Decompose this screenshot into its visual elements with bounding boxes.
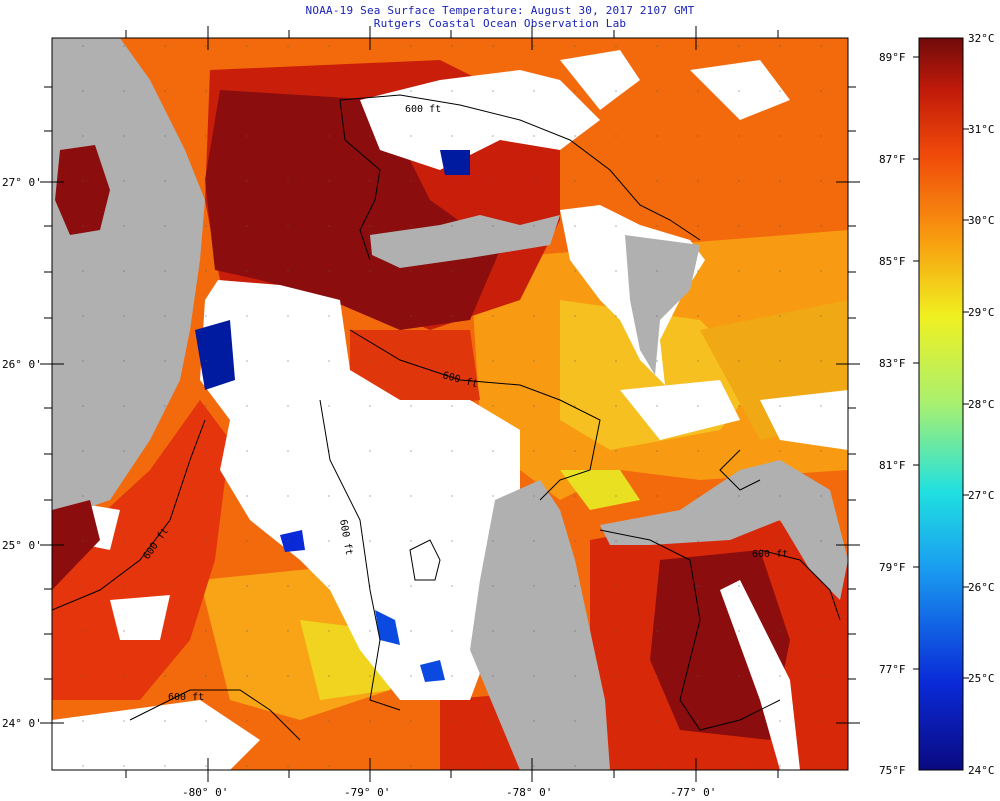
- lat-label: 27° 0': [2, 176, 42, 189]
- contour-east: [759, 549, 841, 621]
- colorbar-f-label: 81°F: [879, 459, 906, 472]
- contour-north-west: [339, 99, 381, 261]
- colorbar-f-label: 87°F: [879, 153, 906, 166]
- contour-label: 600 ft: [168, 692, 204, 703]
- colorbar-c-label: 25°C: [968, 672, 995, 685]
- lat-label: 24° 0': [2, 717, 42, 730]
- lon-label: -78° 0': [506, 786, 552, 799]
- colorbar: 89°F 87°F 85°F 83°F 81°F 79°F 77°F 75°F …: [879, 32, 995, 777]
- contour-label: 600 ft: [405, 104, 441, 115]
- bathymetry-contours: [52, 94, 841, 741]
- lon-ticks: [125, 26, 779, 782]
- colorbar-f-label: 83°F: [879, 357, 906, 370]
- colorbar-c-label: 27°C: [968, 489, 995, 502]
- map-frame: [51, 37, 849, 771]
- colorbar-c-label: 26°C: [968, 581, 995, 594]
- colorbar-c-label: 31°C: [968, 123, 995, 136]
- colorbar-f-label: 89°F: [879, 51, 906, 64]
- map-title: NOAA-19 Sea Surface Temperature: August …: [305, 4, 695, 17]
- colorbar-c-label: 32°C: [968, 32, 995, 45]
- lat-label: 25° 0': [2, 539, 42, 552]
- colorbar-c-label: 28°C: [968, 398, 995, 411]
- colorbar-gradient: [919, 38, 963, 770]
- contour-florida: [52, 419, 206, 611]
- colorbar-c-label: 30°C: [968, 214, 995, 227]
- contour-eleuthera: [719, 449, 761, 491]
- colorbar-f-label: 77°F: [879, 663, 906, 676]
- map-subtitle: Rutgers Coastal Ocean Observation Lab: [373, 17, 627, 30]
- colorbar-c-label: 24°C: [968, 764, 995, 777]
- contour-central: [349, 329, 601, 501]
- lon-label: -79° 0': [344, 786, 390, 799]
- lat-ticks: [40, 86, 860, 724]
- lon-label: -77° 0': [670, 786, 716, 799]
- contour-west: [319, 399, 401, 711]
- contour-north: [339, 94, 701, 241]
- lat-label: 26° 0': [2, 358, 42, 371]
- lon-label: -80° 0': [182, 786, 228, 799]
- contour-label: 600 ft: [752, 549, 788, 560]
- contour-mound: [409, 539, 441, 581]
- colorbar-f-label: 85°F: [879, 255, 906, 268]
- colorbar-f-label: 75°F: [879, 764, 906, 777]
- graticule-dots: [52, 38, 848, 770]
- colorbar-c-label: 29°C: [968, 306, 995, 319]
- contour-southwest: [129, 689, 301, 741]
- colorbar-f-label: 79°F: [879, 561, 906, 574]
- contour-tongue: [599, 529, 781, 731]
